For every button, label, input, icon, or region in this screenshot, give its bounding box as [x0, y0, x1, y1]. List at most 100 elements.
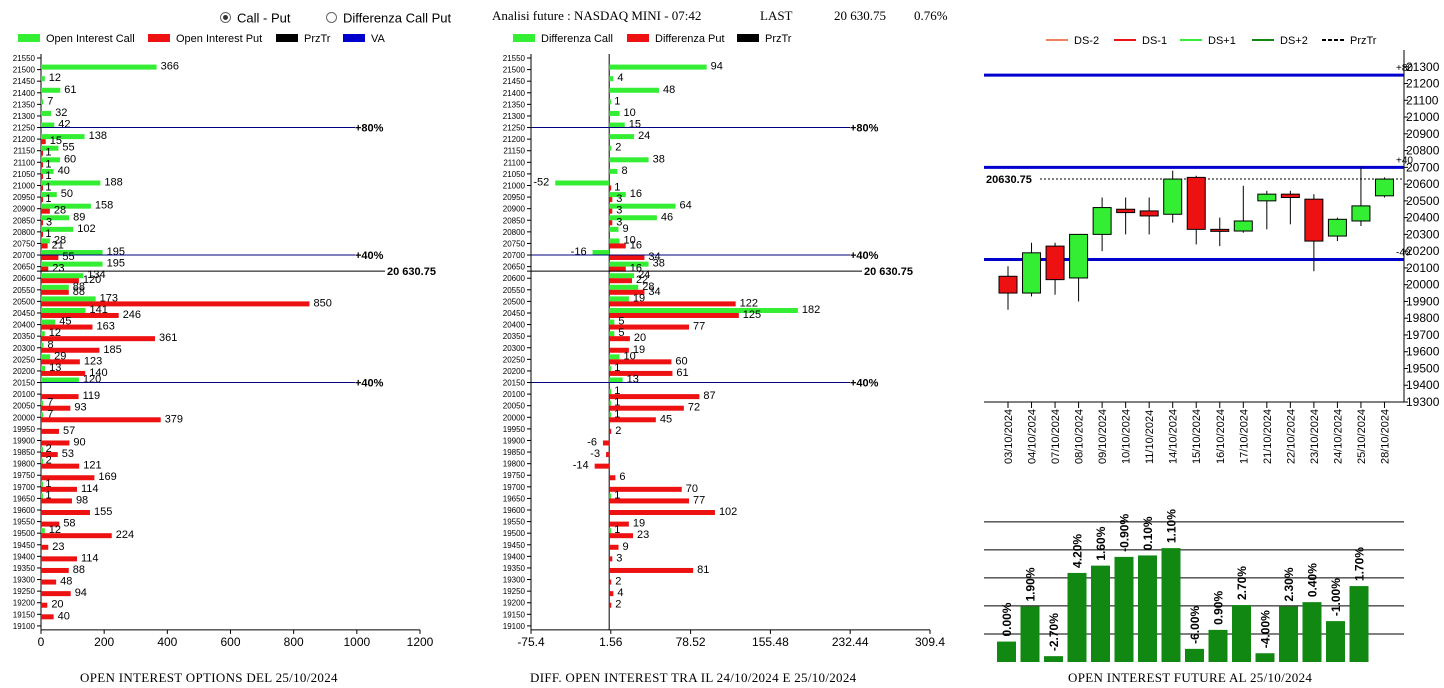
put-bar-label: 1	[45, 170, 51, 182]
call-bar	[41, 528, 45, 534]
y-tick-label: 20400	[1406, 211, 1440, 225]
call-bar	[555, 180, 610, 186]
y-tick-label: 20250	[13, 355, 36, 364]
put-bar	[609, 220, 613, 226]
x-tick-label: 10/10/2024	[1121, 409, 1133, 464]
radio-diff-call-put[interactable]: Differenza Call Put	[326, 9, 451, 27]
call-bar	[609, 87, 659, 93]
put-bar	[41, 475, 95, 481]
put-bar	[41, 347, 100, 353]
y-tick-label: 20200	[13, 367, 36, 376]
y-tick-label: 20000	[503, 413, 526, 422]
radio-call-put-indicator[interactable]	[220, 12, 231, 24]
x-tick-label: 03/10/2024	[1003, 409, 1015, 464]
x-tick-label: 309.4	[915, 635, 945, 649]
call-bar-label: 1	[614, 408, 620, 420]
put-bar	[602, 440, 610, 446]
future-bar	[1161, 548, 1181, 662]
x-tick-label: 09/10/2024	[1097, 409, 1109, 464]
future-bar	[1326, 621, 1345, 662]
call-bar-label: 64	[680, 200, 692, 212]
x-tick-label: 17/10/2024	[1238, 409, 1250, 464]
put-bar-label: 120	[83, 274, 101, 286]
call-bar-label: 28	[642, 281, 654, 293]
put-bar-label: 1	[45, 158, 51, 170]
call-bar-label: 48	[663, 84, 675, 96]
call-bar	[609, 273, 635, 279]
y-tick-label: 19200	[503, 599, 526, 608]
call-bar-label: 102	[77, 223, 95, 235]
call-bar	[609, 215, 657, 221]
call-bar	[609, 64, 707, 70]
put-bar	[41, 521, 60, 527]
y-tick-label: 21200	[1406, 77, 1440, 91]
call-bar	[41, 238, 50, 244]
y-tick-label: 19600	[13, 506, 36, 515]
put-bar-label: 4	[617, 587, 623, 599]
y-tick-label: 20050	[13, 402, 36, 411]
future-bar	[1185, 648, 1204, 662]
y-tick-label: 19400	[13, 552, 36, 561]
y-tick-label: 21150	[13, 147, 35, 156]
y-tick-label: 19350	[13, 564, 36, 573]
candle-body	[1139, 210, 1159, 217]
y-tick-label: 20800	[503, 228, 526, 237]
put-bar-label: 163	[96, 321, 114, 333]
y-tick-label: 20350	[13, 332, 36, 341]
call-bar	[609, 400, 612, 406]
future-bar-label: 1.60%	[1094, 526, 1108, 560]
y-tick-label: 21000	[13, 181, 36, 190]
x-tick-label: 232.44	[832, 635, 869, 649]
y-tick-label: 20600	[503, 274, 526, 283]
y-tick-label: 21300	[1406, 60, 1440, 74]
future-bar	[1020, 606, 1040, 662]
level-label: +80%	[850, 123, 879, 135]
put-bar-label: 60	[675, 355, 687, 367]
future-bar-label: 0.00%	[1000, 602, 1014, 636]
y-tick-label: 19950	[503, 425, 526, 434]
put-bar	[41, 452, 58, 458]
future-bar-label: -6.00%	[1188, 606, 1202, 644]
x-tick-label: 1200	[407, 635, 434, 649]
candle-body	[1210, 228, 1230, 232]
put-bar	[41, 440, 70, 446]
call-bar	[41, 157, 60, 163]
put-bar-label: 155	[94, 506, 112, 518]
put-bar-label: 94	[75, 587, 87, 599]
radio-call-put[interactable]: Call - Put	[220, 9, 290, 27]
put-bar	[609, 185, 612, 191]
put-bar	[41, 486, 78, 492]
y-tick-label: 20200	[503, 367, 526, 376]
put-bar-label: 16	[630, 239, 642, 251]
y-tick-label: 19900	[13, 436, 36, 445]
y-tick-label: 21400	[13, 89, 36, 98]
put-bar-label: 379	[165, 413, 183, 425]
y-tick-label: 21100	[13, 158, 35, 167]
call-bar-label: 1	[614, 489, 620, 501]
put-bar-label: 20	[634, 332, 646, 344]
call-bar	[609, 493, 612, 499]
put-bar-label: 121	[83, 460, 101, 472]
candle-body	[1163, 178, 1183, 215]
future-bar-label: -1.00%	[1329, 578, 1343, 616]
candle-body	[1327, 218, 1347, 237]
put-bar	[41, 231, 43, 237]
legend-label-3: VA	[371, 33, 386, 45]
call-bar-label: 1	[614, 397, 620, 409]
put-bar-label: 48	[60, 576, 72, 588]
future-bar	[1208, 629, 1228, 662]
put-bar-label: 119	[83, 390, 101, 402]
call-bar	[609, 110, 620, 116]
y-tick-label: 21000	[1406, 110, 1440, 124]
x-tick-label: 800	[284, 635, 304, 649]
put-bar-label: 19	[633, 518, 645, 530]
y-tick-label: 21050	[503, 170, 526, 179]
y-tick-label: 19800	[13, 460, 36, 469]
put-bar-label: 2	[615, 599, 621, 611]
put-bar-label: 15	[50, 135, 62, 147]
call-bar-label: 89	[73, 211, 85, 223]
call-bar	[41, 493, 43, 499]
put-bar	[41, 301, 310, 307]
candle-body	[1233, 220, 1253, 232]
radio-diff-call-put-indicator[interactable]	[326, 12, 337, 24]
